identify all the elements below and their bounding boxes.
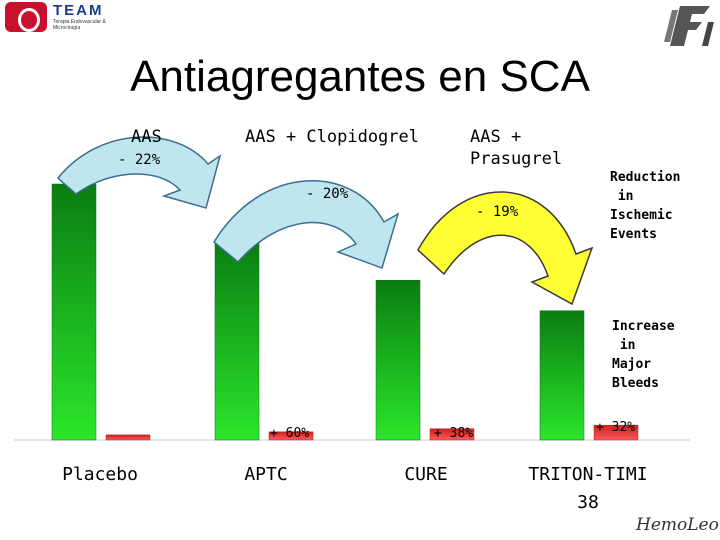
legendEff-line-2: Ischemic [610, 208, 673, 223]
team-logo-icon [5, 2, 47, 32]
legendBleed-line-2: Major [612, 357, 651, 372]
label-aas-prasugrel: AAS + Prasugrel [470, 127, 562, 169]
bleeding-bar-0 [105, 434, 151, 441]
efficacy-bar-3 [539, 310, 585, 441]
team-logo: TEAM Terapia Endovascular & Microcirugía [5, 2, 135, 36]
team-logo-subtitle: Terapia Endovascular & Microcirugía [53, 19, 106, 31]
arrow-prasugrel-to-triton [417, 191, 594, 306]
legendEff-line-3: Events [610, 227, 657, 242]
category-label-2: CURE [404, 464, 447, 485]
category-label-1: APTC [244, 464, 287, 485]
bleeding-change-aptc: + 60% [270, 426, 309, 441]
legendBleed-line-1: in [612, 338, 635, 353]
hemoleon-signature: HemoLeon [635, 515, 720, 535]
slide-title: Antiagregantes en SCA [130, 52, 590, 101]
category-label-0: Placebo [62, 464, 138, 485]
bleeding-bar-3 [593, 424, 639, 441]
team-logo-name: TEAM [53, 2, 104, 19]
legendBleed-line-3: Bleeds [612, 376, 659, 391]
bleeding-bar-1 [268, 431, 314, 441]
hl-monogram-icon [662, 2, 716, 48]
label-aas-prasugrel-line1: AAS + [470, 127, 521, 147]
efficacy-change-cure: - 20% [306, 186, 349, 202]
legend-bleeding: Increase in Major Bleeds [612, 319, 675, 391]
legendEff-line-1: in [610, 189, 633, 204]
bleeding-change-triton: + 32% [596, 420, 635, 435]
efficacy-bar-1 [214, 240, 260, 441]
category-label-3: TRITON-TIMI [528, 464, 647, 485]
legendBleed-line-0: Increase [612, 319, 675, 334]
legendEff-line-0: Reduction [610, 170, 680, 185]
efficacy-bar-2 [375, 280, 421, 441]
efficacy-change-aptc: - 22% [118, 152, 161, 168]
label-aas: AAS [131, 127, 162, 147]
arrow-aas-to-clopidogrel [56, 136, 222, 209]
efficacy-bar-0 [51, 183, 97, 441]
arrow-clopidogrel-to-prasugrel [213, 180, 400, 269]
bleeding-change-cure: + 38% [434, 426, 473, 441]
bleeding-bar-2 [429, 428, 475, 441]
legend-efficacy: Reduction in Ischemic Events [610, 170, 680, 242]
category-label-3-line1: 38 [577, 492, 599, 513]
label-aas-clopidogrel: AAS + Clopidogrel [245, 127, 419, 147]
label-aas-prasugrel-line2: Prasugrel [470, 149, 562, 169]
efficacy-change-triton: - 19% [476, 204, 519, 220]
